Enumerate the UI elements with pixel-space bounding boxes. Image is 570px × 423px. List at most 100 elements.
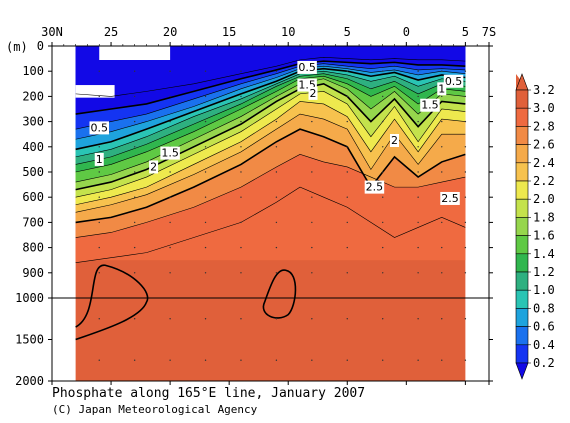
sample-dot bbox=[441, 70, 443, 72]
colorbar: 3.2 3.0 2.8 2.6 2.4 2.2 2.0 1.8 1.6 1.4 1.2 1.0 0.8 0… bbox=[515, 73, 555, 380]
sample-dot bbox=[441, 318, 443, 320]
sample-dot bbox=[275, 221, 278, 224]
sample-dot bbox=[382, 221, 384, 224]
sample-dot bbox=[204, 70, 207, 72]
y-tick-label: 100 bbox=[22, 64, 44, 78]
x-tick-label: 7S bbox=[482, 25, 496, 39]
y-tick-label: 1000 bbox=[15, 291, 44, 305]
sample-dot bbox=[204, 171, 207, 173]
contour-closed bbox=[262, 269, 297, 319]
sample-dot bbox=[133, 171, 136, 173]
colorbar-arrow-bottom bbox=[515, 362, 529, 380]
sample-dot bbox=[311, 120, 313, 123]
contour-label-bg bbox=[437, 82, 447, 96]
contour-line bbox=[75, 128, 466, 224]
sample-dot bbox=[464, 318, 467, 320]
sample-dot bbox=[346, 146, 348, 148]
y-tick-label: 700 bbox=[22, 215, 44, 229]
contour-label-bg bbox=[390, 134, 400, 147]
sample-dot bbox=[464, 120, 467, 123]
sample-dot bbox=[133, 246, 136, 249]
sample-dot bbox=[346, 95, 348, 98]
sample-dot bbox=[240, 246, 242, 249]
y-tick-label: 2000 bbox=[15, 374, 44, 388]
sample-dot bbox=[133, 221, 136, 224]
sample-dot bbox=[417, 146, 419, 148]
y-tick-label: 200 bbox=[22, 89, 44, 103]
x-tick-label: 5 bbox=[462, 25, 469, 39]
sample-dot bbox=[133, 146, 136, 148]
contour-label-bg bbox=[308, 86, 318, 100]
sample-dot bbox=[346, 221, 348, 224]
sample-dot bbox=[98, 246, 100, 249]
sample-dot bbox=[382, 246, 384, 249]
sample-dot bbox=[417, 196, 419, 198]
sample-dot bbox=[275, 70, 278, 72]
colorbar-label: 2.8 bbox=[533, 119, 555, 133]
contour-closed bbox=[75, 264, 149, 341]
colorbar-label: 2.4 bbox=[533, 156, 555, 170]
sample-dot bbox=[464, 171, 467, 173]
sample-dot bbox=[204, 95, 207, 98]
sample-dot bbox=[98, 221, 100, 224]
y-tick-label: 300 bbox=[22, 115, 44, 129]
plot-frame bbox=[51, 45, 490, 382]
sample-dot bbox=[441, 146, 443, 148]
colorbar-segment bbox=[515, 308, 529, 327]
contour-line bbox=[75, 113, 466, 213]
sample-dot bbox=[417, 95, 419, 98]
contour-line bbox=[75, 186, 466, 264]
contour-line bbox=[75, 154, 466, 238]
sample-dot bbox=[275, 146, 278, 148]
sample-dot bbox=[382, 95, 384, 98]
colorbar-segment bbox=[515, 198, 529, 218]
colorbar-label: 3.0 bbox=[533, 101, 555, 115]
x-tick-label: 15 bbox=[222, 25, 236, 39]
sample-dot bbox=[441, 120, 443, 123]
colorbar-label: 1.4 bbox=[533, 247, 555, 261]
sample-dot bbox=[346, 318, 348, 320]
colorbar-segment bbox=[515, 235, 529, 255]
sample-dot bbox=[464, 196, 467, 198]
contour-label-bg bbox=[149, 160, 159, 174]
sample-dot bbox=[346, 70, 348, 72]
colorbar-segment bbox=[515, 107, 529, 127]
sample-dot bbox=[311, 318, 313, 320]
colorbar-label: 0.6 bbox=[533, 320, 555, 334]
sample-dot bbox=[240, 221, 242, 224]
x-tick-label: 5 bbox=[344, 25, 351, 39]
contour-label: 1.5 bbox=[421, 99, 439, 112]
sample-dots bbox=[98, 70, 467, 361]
sample-dot bbox=[311, 272, 313, 274]
colorbar-segment bbox=[515, 89, 529, 109]
contour-label: 2.5 bbox=[366, 181, 384, 194]
colorbar-segment bbox=[515, 253, 529, 273]
contour-line bbox=[75, 57, 466, 97]
colorbar-label: 3.2 bbox=[533, 83, 555, 97]
sample-dot bbox=[98, 146, 100, 148]
colorbar-label: 2.6 bbox=[533, 138, 555, 152]
contour-label: 0.5 bbox=[298, 61, 316, 74]
sample-dot bbox=[133, 120, 136, 123]
sample-dot bbox=[382, 196, 384, 198]
sample-dot bbox=[417, 171, 419, 173]
sample-dot bbox=[346, 120, 348, 123]
sample-dot bbox=[275, 246, 278, 249]
sample-dot bbox=[204, 120, 207, 123]
sample-dot bbox=[204, 272, 207, 274]
sample-dot bbox=[240, 120, 242, 123]
colorbar-segment bbox=[515, 344, 529, 364]
contour-label-bg bbox=[420, 98, 440, 112]
sample-dot bbox=[346, 359, 348, 361]
sample-dot bbox=[382, 359, 384, 361]
sample-dot bbox=[169, 171, 171, 173]
sample-dot bbox=[311, 146, 313, 148]
sample-dot bbox=[464, 70, 467, 72]
y-tick-label: 400 bbox=[22, 140, 44, 154]
sample-dot bbox=[311, 196, 313, 198]
sample-dot bbox=[311, 246, 313, 249]
fill-blank bbox=[75, 85, 115, 98]
contour-line bbox=[75, 73, 466, 165]
y-tick-label: 900 bbox=[22, 266, 44, 280]
sample-dot bbox=[464, 272, 467, 274]
